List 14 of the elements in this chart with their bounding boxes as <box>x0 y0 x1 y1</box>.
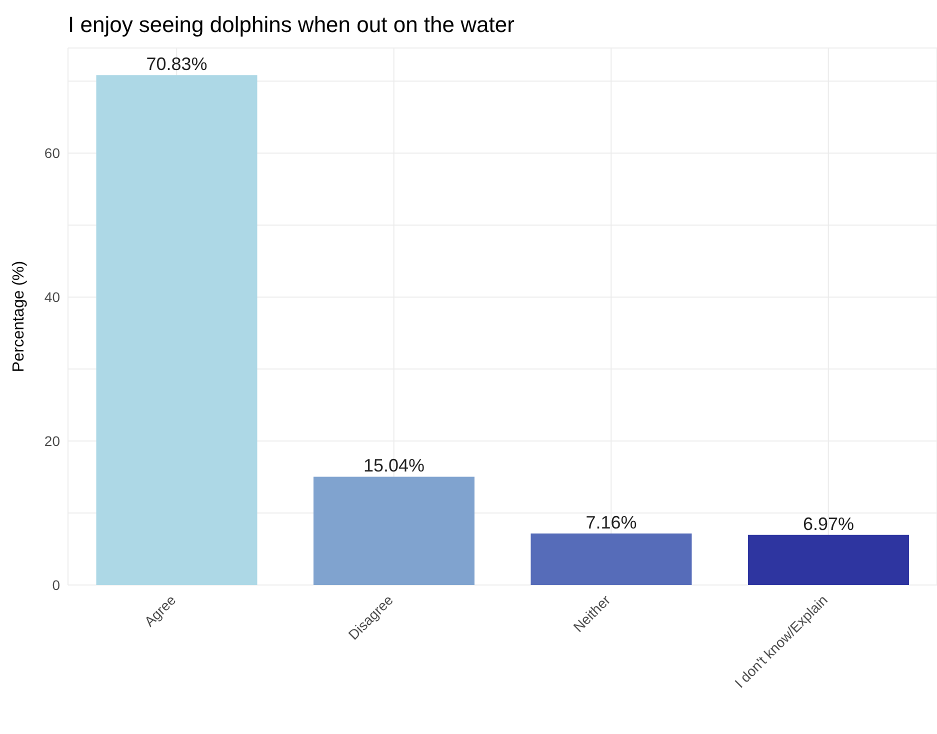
data-label: 70.83% <box>146 54 208 74</box>
bar <box>530 533 692 585</box>
bar <box>96 75 258 585</box>
data-label: 7.16% <box>586 512 637 532</box>
data-label: 15.04% <box>363 456 425 476</box>
y-tick-label: 60 <box>44 145 60 162</box>
y-tick-label: 0 <box>52 576 60 593</box>
bar <box>748 534 909 585</box>
bar <box>313 476 474 585</box>
y-tick-label: 40 <box>44 289 60 306</box>
y-axis-title: Percentage (%) <box>10 260 28 372</box>
y-tick-label: 20 <box>44 433 60 449</box>
chart-title: I enjoy seeing dolphins when out on the water <box>67 11 516 39</box>
data-label: 6.97% <box>802 514 854 534</box>
